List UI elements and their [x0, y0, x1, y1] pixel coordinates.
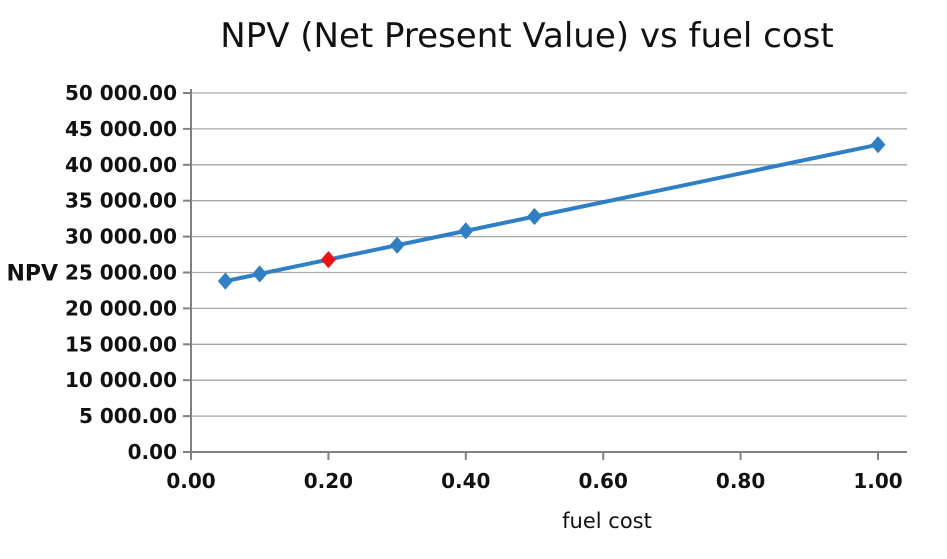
- data-point-marker: [389, 236, 405, 254]
- data-point-marker: [458, 222, 474, 240]
- chart-title: NPV (Net Present Value) vs fuel cost: [220, 16, 834, 56]
- y-tick-label: 5 000.00: [79, 404, 177, 428]
- x-tick-label: 0.20: [304, 469, 353, 493]
- data-point-marker: [252, 265, 267, 283]
- x-tick-label: 0.40: [441, 469, 490, 493]
- y-tick-label: 30 000.00: [65, 225, 177, 249]
- y-tick-label: 50 000.00: [65, 81, 177, 105]
- data-point-marker: [870, 136, 886, 153]
- data-point-marker: [218, 272, 233, 290]
- y-tick-label: 25 000.00: [65, 261, 177, 285]
- x-tick-label: 1.00: [853, 469, 902, 493]
- y-tick-label: 10 000.00: [65, 368, 177, 392]
- y-tick-label: 0.00: [128, 440, 177, 464]
- x-tick-label: 0.00: [166, 469, 215, 493]
- x-tick-label: 0.60: [579, 469, 628, 493]
- x-axis-title: fuel cost: [562, 509, 652, 533]
- x-tick-label: 0.80: [716, 469, 765, 493]
- y-tick-label: 35 000.00: [65, 189, 177, 213]
- y-tick-label: 15 000.00: [65, 332, 177, 356]
- y-axis-title: NPV: [6, 262, 58, 287]
- y-tick-label: 45 000.00: [65, 117, 177, 141]
- y-tick-label: 40 000.00: [65, 153, 177, 177]
- data-point-marker: [527, 208, 542, 225]
- y-tick-label: 20 000.00: [65, 296, 177, 320]
- highlighted-point-marker: [321, 251, 336, 268]
